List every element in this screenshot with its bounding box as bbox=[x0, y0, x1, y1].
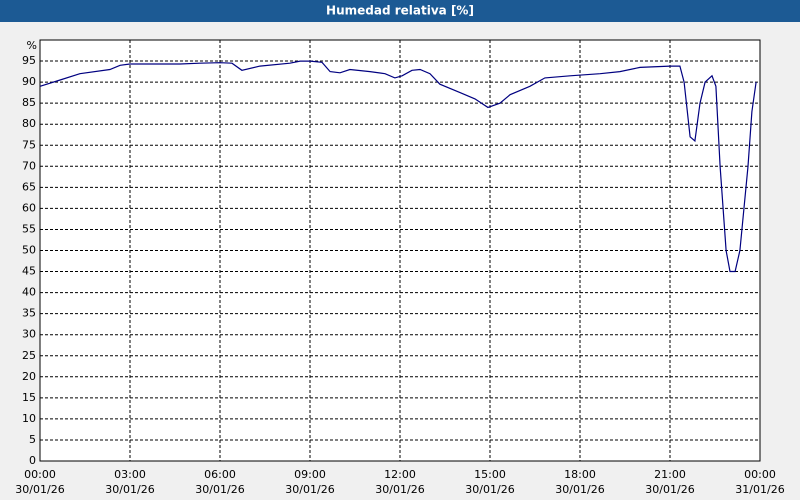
x-tick-label: 00:00 bbox=[24, 468, 56, 481]
x-tick-label: 15:00 bbox=[474, 468, 506, 481]
y-tick-label: 70 bbox=[22, 159, 36, 172]
x-tick-date: 30/01/26 bbox=[15, 483, 64, 496]
x-tick-date: 30/01/26 bbox=[465, 483, 514, 496]
x-tick-date: 30/01/26 bbox=[375, 483, 424, 496]
y-tick-label: 20 bbox=[22, 370, 36, 383]
y-tick-label: 45 bbox=[22, 265, 36, 278]
y-tick-label: 60 bbox=[22, 201, 36, 214]
x-tick-label: 09:00 bbox=[294, 468, 326, 481]
x-tick-label: 18:00 bbox=[564, 468, 596, 481]
x-tick-date: 30/01/26 bbox=[285, 483, 334, 496]
x-tick-label: 03:00 bbox=[114, 468, 146, 481]
x-tick-label: 21:00 bbox=[654, 468, 686, 481]
y-tick-label: 80 bbox=[22, 117, 36, 130]
title-bar bbox=[0, 0, 800, 22]
data-line bbox=[39, 60, 757, 273]
y-tick-label: 5 bbox=[29, 433, 36, 446]
chart-title: Humedad relativa [%] bbox=[326, 4, 474, 18]
y-tick-label: 0 bbox=[29, 454, 36, 467]
x-tick-date: 30/01/26 bbox=[195, 483, 244, 496]
y-tick-label: 65 bbox=[22, 180, 36, 193]
x-tick-date: 31/01/26 bbox=[735, 483, 784, 496]
y-tick-label: 55 bbox=[22, 222, 36, 235]
y-tick-label: 25 bbox=[22, 349, 36, 362]
x-tick-date: 30/01/26 bbox=[645, 483, 694, 496]
y-tick-label: 30 bbox=[22, 328, 36, 341]
y-axis-label: % bbox=[27, 39, 37, 52]
x-tick-label: 06:00 bbox=[204, 468, 236, 481]
y-tick-label: 90 bbox=[22, 75, 36, 88]
y-tick-label: 75 bbox=[22, 138, 36, 151]
y-tick-label: 40 bbox=[22, 286, 36, 299]
y-tick-label: 35 bbox=[22, 307, 36, 320]
x-tick-label: 12:00 bbox=[384, 468, 416, 481]
y-tick-label: 15 bbox=[22, 391, 36, 404]
x-tick-date: 30/01/26 bbox=[105, 483, 154, 496]
x-tick-label: 00:00 bbox=[744, 468, 776, 481]
x-tick-date: 30/01/26 bbox=[555, 483, 604, 496]
y-tick-label: 95 bbox=[22, 54, 36, 67]
y-tick-label: 85 bbox=[22, 96, 36, 109]
y-tick-label: 50 bbox=[22, 244, 36, 257]
y-tick-label: 10 bbox=[22, 412, 36, 425]
